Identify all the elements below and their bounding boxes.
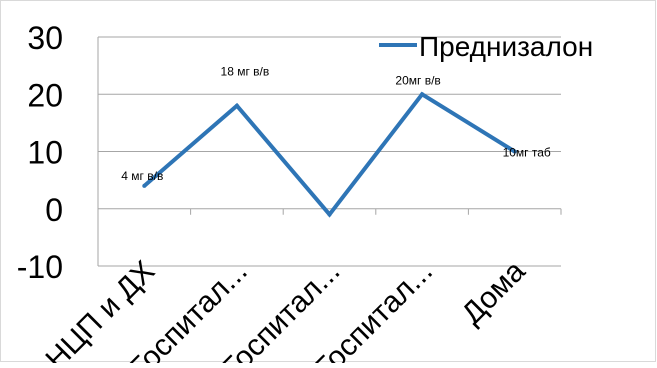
gridlines — [98, 36, 561, 267]
legend-label: Преднизалон — [419, 31, 593, 62]
x-axis: НЦП и ДХГоспитал...Госпитал...Госпитал..… — [39, 208, 562, 368]
y-tick-label: 10 — [27, 135, 63, 171]
series-point — [512, 149, 517, 154]
data-labels: 4 мг в/в 18 мг в/в 20мг в/в 10мг таб — [121, 65, 551, 183]
data-label: 10мг таб — [503, 146, 551, 160]
series-point — [142, 183, 147, 188]
data-label: 20мг в/в — [395, 73, 440, 87]
data-label: 4 мг в/в — [121, 169, 163, 183]
series-point — [327, 212, 332, 217]
y-tick-label: 30 — [27, 20, 63, 56]
series-point — [420, 92, 425, 97]
data-label: 18 мг в/в — [221, 65, 270, 79]
series-layer — [142, 91, 517, 218]
y-tick-label: 0 — [45, 192, 63, 228]
series-line — [142, 91, 516, 218]
y-axis: -10 0 10 20 30 — [17, 20, 99, 285]
series-point — [234, 103, 239, 108]
legend: Преднизалон — [379, 31, 593, 62]
y-tick-label: -10 — [17, 249, 63, 285]
y-tick-label: 20 — [27, 77, 63, 113]
